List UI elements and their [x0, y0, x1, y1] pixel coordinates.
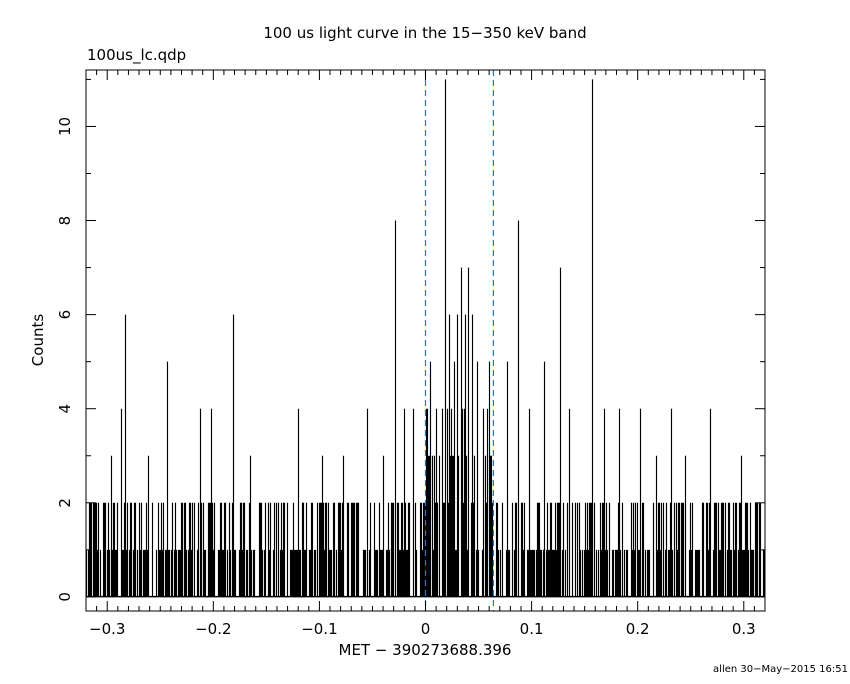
x-tick-label: 0 — [421, 620, 431, 638]
x-tick-label: −0.1 — [301, 620, 337, 638]
x-tick-label: 0.1 — [520, 620, 544, 638]
x-tick-label: 0.2 — [626, 620, 650, 638]
chart-title: 100 us light curve in the 15−350 keV ban… — [263, 24, 586, 42]
marker-lines — [424, 70, 494, 611]
x-axis-label: MET − 390273688.396 — [339, 641, 512, 659]
y-tick-label: 8 — [56, 216, 74, 226]
y-axis-label: Counts — [29, 314, 47, 367]
y-tick-label: 0 — [56, 592, 74, 602]
x-tick-label: −0.3 — [89, 620, 125, 638]
plot-frame: −0.3 −0.2 −0.1 0 0.1 0.2 0.3 0 2 4 6 8 10 — [56, 69, 766, 638]
x-tick-label: −0.2 — [195, 620, 231, 638]
footer-stamp: allen 30−May−2015 16:51 — [713, 664, 848, 675]
y-tick-label: 2 — [56, 498, 74, 508]
count-bins — [85, 79, 766, 597]
x-tick-label: 0.3 — [732, 620, 756, 638]
y-tick-label: 4 — [56, 404, 74, 414]
y-tick-label: 10 — [56, 117, 74, 136]
file-label: 100us_lc.qdp — [87, 46, 186, 65]
data-bars — [85, 79, 766, 598]
y-tick-label: 6 — [56, 310, 74, 320]
